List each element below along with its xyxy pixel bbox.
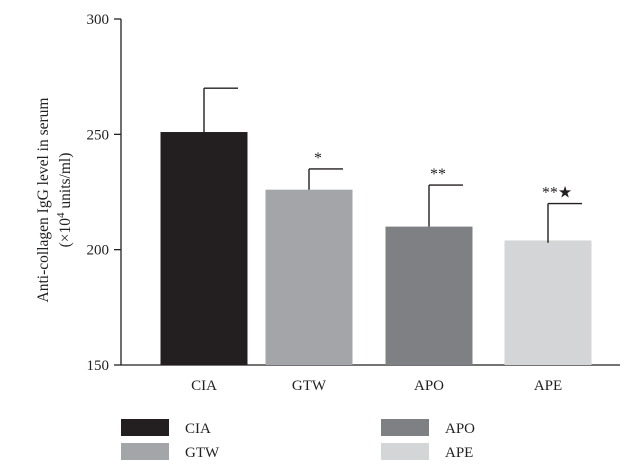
x-tick-label: CIA	[191, 378, 217, 394]
y-tick-label: 150	[87, 358, 110, 374]
y-axis-unit-prefix: (×10	[57, 218, 74, 248]
legend-label-cia: CIA	[185, 421, 211, 437]
significance-label-gtw: *	[314, 150, 322, 167]
y-axis-unit-exponent: 4	[55, 212, 67, 218]
legend-swatch-ape	[381, 443, 429, 460]
y-tick-label: 250	[87, 127, 110, 143]
y-tick-label: 200	[87, 243, 110, 259]
legend-label-gtw: GTW	[185, 445, 220, 461]
bar-cia	[160, 132, 248, 365]
bar-gtw	[265, 189, 353, 365]
x-tick-label: APE	[534, 378, 562, 394]
legend-swatch-cia	[121, 419, 169, 436]
legend-swatch-gtw	[121, 443, 169, 460]
y-axis-title-line2: (×104 units/ml)	[55, 153, 74, 248]
x-tick-label: APO	[414, 378, 444, 394]
legend-label-ape: APE	[445, 445, 473, 461]
bar-apo	[385, 226, 473, 365]
bar-ape	[504, 240, 592, 365]
significance-label-ape: **★	[542, 185, 572, 202]
legend-swatch-apo	[381, 419, 429, 436]
y-tick-label: 300	[87, 12, 110, 28]
y-axis-unit-suffix: units/ml)	[57, 153, 74, 213]
x-tick-label: GTW	[292, 378, 327, 394]
y-axis-title: Anti-collagen IgG level in serum (×104 u…	[35, 98, 74, 303]
y-axis-title-line1: Anti-collagen IgG level in serum	[35, 98, 52, 303]
significance-label-apo: **	[430, 166, 446, 183]
legend-label-apo: APO	[445, 421, 475, 437]
